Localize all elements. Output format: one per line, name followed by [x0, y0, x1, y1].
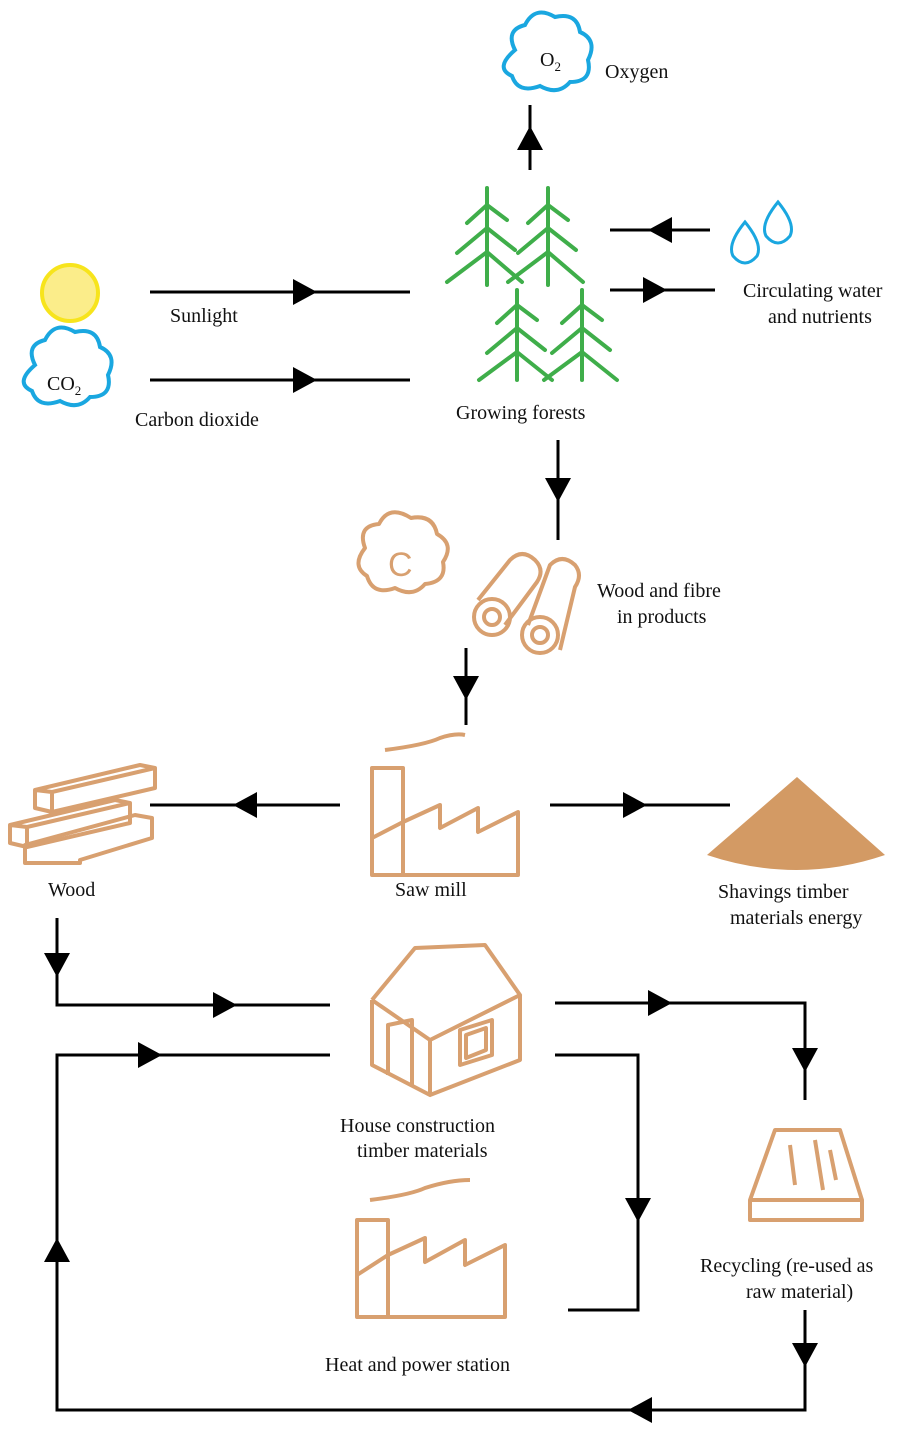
arrow-head: [293, 367, 317, 393]
label: Wood: [48, 879, 95, 901]
arrow-head: [44, 953, 70, 977]
label: Circulating water: [743, 280, 883, 302]
label: Saw mill: [395, 879, 467, 901]
arrow-head: [293, 279, 317, 305]
logs: [472, 552, 581, 655]
symbol: O2: [540, 49, 561, 74]
arrow-head: [623, 792, 647, 818]
arrow-head: [545, 478, 571, 502]
arrow-head: [648, 990, 672, 1016]
label: Growing forests: [456, 402, 586, 424]
house: [370, 943, 522, 1097]
label: Oxygen: [605, 61, 668, 83]
drop: [730, 219, 760, 265]
arrow-head: [138, 1042, 162, 1068]
arrow-head: [648, 217, 672, 243]
arrow-head: [792, 1343, 818, 1367]
arrow-head: [517, 126, 543, 150]
arrow-head: [44, 1238, 70, 1262]
arrow-head: [213, 992, 237, 1018]
arrow-head: [625, 1198, 651, 1222]
label: Heat and power station: [325, 1354, 510, 1376]
carbon-cloud: [356, 510, 450, 595]
arrow-head: [233, 792, 257, 818]
label: raw material): [746, 1281, 853, 1303]
label: materials energy: [730, 907, 862, 929]
recycled-timber: [748, 1128, 864, 1222]
label: timber materials: [357, 1140, 488, 1162]
label: Wood and fibre: [597, 580, 721, 602]
trees: [445, 186, 619, 382]
wood-stack: [8, 763, 157, 865]
arrow-head: [792, 1048, 818, 1072]
power-station: [355, 1178, 507, 1319]
arrow-head: [628, 1397, 652, 1423]
o2-cloud: [501, 10, 594, 93]
sun: [40, 263, 100, 323]
symbol: C: [388, 546, 413, 584]
flow-lines: [55, 105, 807, 1412]
arrow-head: [453, 676, 479, 700]
label: Shavings timber: [718, 881, 849, 903]
symbol: CO2: [47, 373, 81, 398]
label: and nutrients: [768, 306, 872, 328]
label: Carbon dioxide: [135, 409, 259, 431]
drop: [763, 199, 793, 245]
arrow-head: [643, 277, 667, 303]
label: Sunlight: [170, 305, 238, 327]
label: Recycling (re-used as: [700, 1255, 873, 1277]
label: House construction: [340, 1115, 495, 1137]
co2-cloud: [21, 325, 114, 408]
label: in products: [617, 606, 707, 628]
saw-mill: [370, 732, 520, 877]
shavings-pile: [707, 777, 885, 870]
